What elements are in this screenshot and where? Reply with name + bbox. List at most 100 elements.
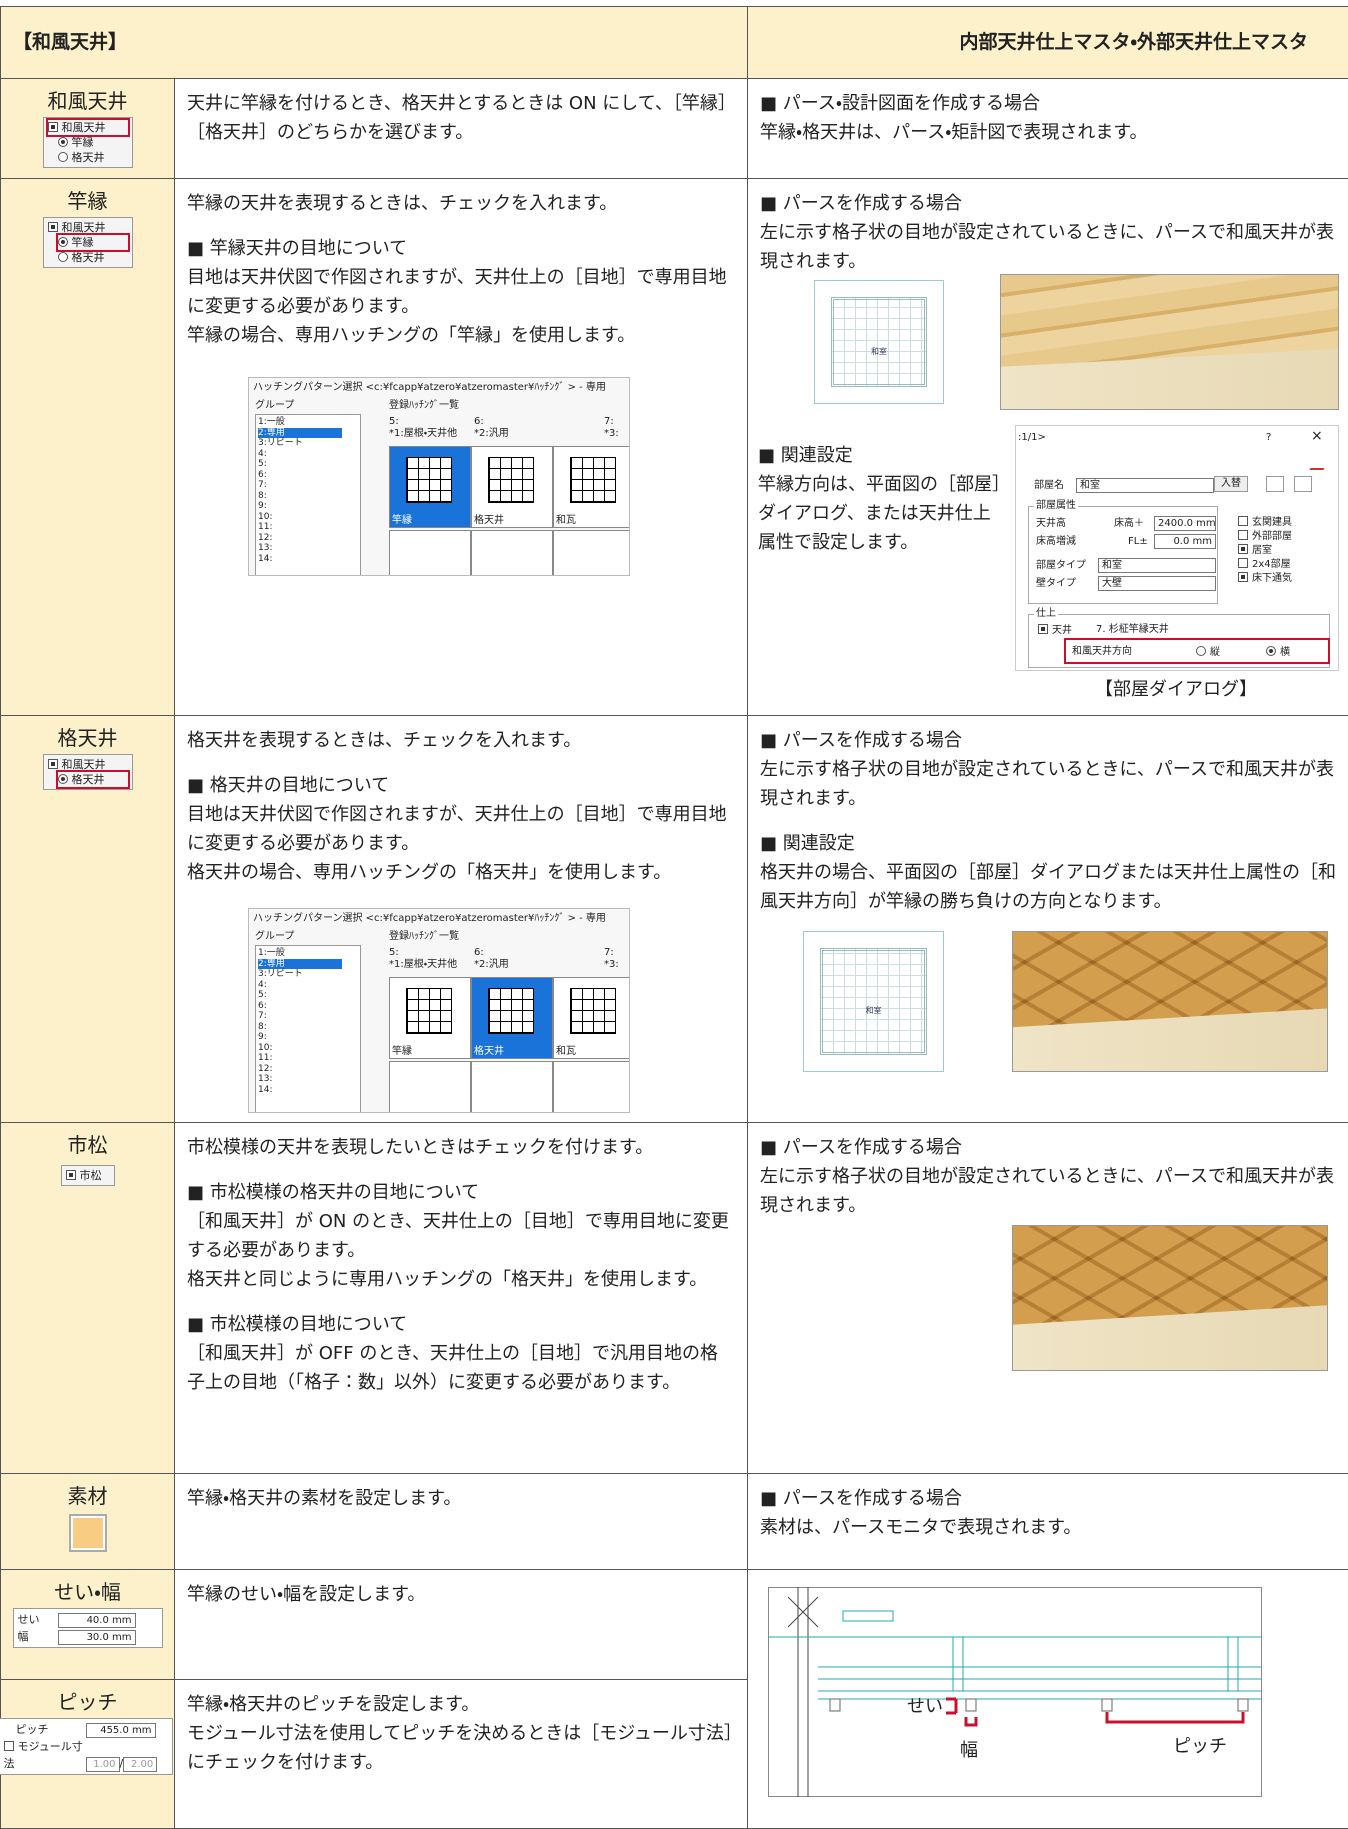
text-line: 左に示す格子状の目地が設定されているときに、パースで和風天井が表現されます。	[760, 222, 1335, 272]
text-blocks: 竿縁の天井を表現するときは、チェックを入れます。 ■ 竿縁天井の目地について 目地は…	[187, 189, 735, 350]
text-blocks: ■ 関連設定竿縁方向は、平面図の［部屋］ダイアログ、または天井仕上属性で設定しま…	[758, 441, 1008, 557]
paragraph: ■ 竿縁天井の目地について 目地は天井伏図で作図されますが、天井仕上の［目地］で専…	[187, 234, 735, 350]
group-item: 8:	[258, 490, 267, 501]
field-input: 2.00	[123, 1757, 158, 1772]
plan-image: 和室	[814, 280, 945, 404]
checkbox: 和風天井	[48, 757, 128, 772]
text-blocks: 竿縁・格天井のピッチを設定します。 モジュール寸法を使用してピッチを決めるときは［…	[187, 1690, 735, 1777]
description-cell: 竿縁のせい・幅を設定します。	[173, 1569, 749, 1680]
description-cell: 天井に竿縁を付けるとき、格天井とするときは ON にして、［竿縁］［格天井］のど…	[173, 78, 749, 179]
group-item: 1:一般	[258, 948, 285, 958]
setting-name: 和風天井	[47, 89, 128, 113]
text-line: 竿縁の天井を表現するときは、チェックを入れます。	[187, 193, 618, 214]
plan-label: 和室	[871, 347, 888, 357]
column-name: *2:汎用	[474, 959, 509, 970]
group-item: 7:	[258, 1011, 267, 1021]
tile-pattern	[488, 457, 534, 503]
dlg-label: 床高＋	[1114, 518, 1145, 529]
group-item: 13:	[258, 1074, 273, 1084]
setting-cell: ピッチ ピッチ 455.0 mm モジュール寸法 1.00/2.00	[0, 1679, 175, 1829]
text-line: 天井に竿縁を付けるとき、格天井とするときは ON にして、［竿縁］［格天井］のど…	[187, 93, 727, 143]
caption: 【部屋ダイアログ】	[1095, 679, 1258, 700]
setting-name: せい・幅	[54, 1580, 121, 1604]
hatch-tile: 和瓦	[553, 977, 629, 1059]
field-input: 40.0 mm	[57, 1613, 136, 1628]
text-line: 格天井の場合、専用ハッチングの「格天井」を使用します。	[187, 862, 672, 883]
dlg-radio: 縦	[1196, 646, 1220, 659]
dlg-label: 天井高	[1036, 518, 1067, 529]
text-line: ■ 関連設定	[758, 445, 853, 466]
field-label: せい	[17, 1613, 40, 1626]
text-blocks: 天井に竿縁を付けるとき、格天井とするときは ON にして、［竿縁］［格天井］のど…	[187, 89, 735, 147]
paragraph: 格天井を表現するときは、チェックを入れます。	[187, 726, 735, 755]
hatch-tile: 格天井	[471, 977, 553, 1059]
text-line: 竿縁方向は、平面図の［部屋］ダイアログ、または天井仕上属性で設定します。	[758, 474, 1002, 553]
section-diagram	[768, 1587, 1263, 1797]
perspective-image	[1012, 1225, 1329, 1371]
paragraph: ■ パース・設計図面を作成する場合竿縁・格天井は、パース・矩計図で表現されます。	[760, 89, 1336, 147]
text-line: 竿縁・格天井のピッチを設定します。	[187, 1694, 480, 1715]
diagram-label: 幅	[960, 1740, 979, 1761]
column-name: *2:汎用	[474, 428, 509, 439]
setting-cell: せい・幅 せい 40.0 mm 幅 30.0 mm	[0, 1569, 175, 1680]
dlg-label: 和風天井方向	[1072, 646, 1133, 657]
paragraph: 竿縁のせい・幅を設定します。	[187, 1580, 735, 1609]
group-item: 4:	[258, 979, 267, 990]
text-line: ■ 市松模様の目地について	[187, 1314, 408, 1335]
paragraph: ■ 格天井の目地について 目地は天井伏図で作図されますが、天井仕上の［目地］で専用…	[187, 771, 735, 887]
checkbox: 和風天井	[45, 118, 130, 137]
tile-label: 和瓦	[556, 1046, 576, 1057]
tile-label: 竿縁	[392, 515, 412, 526]
radio: 格天井	[58, 150, 128, 165]
perspective-image	[1012, 931, 1329, 1072]
field-label: ピッチ	[15, 1723, 49, 1736]
hatch-dialog: ハッチングパターン選択 <c:¥fcapp¥atzero¥atzeromaste…	[248, 908, 630, 1113]
description-cell: 市松模様の天井を表現したいときはチェックを付けます。 ■ 市松模様の格天井の目地に…	[173, 1122, 749, 1474]
description-cell: 格天井を表現するときは、チェックを入れます。 ■ 格天井の目地について 目地は天井伏…	[173, 715, 749, 1123]
tile-pattern	[406, 988, 452, 1034]
hatch-tile: 格天井	[471, 446, 553, 528]
diagram-label: せい	[907, 1696, 944, 1717]
plan-label: 和室	[865, 1005, 882, 1015]
column-head: 6:	[474, 416, 484, 427]
tile-label: 竿縁	[392, 1046, 412, 1057]
text-line: ■ パースを作成する場合	[760, 193, 962, 214]
hatch-tile: 竿縁	[389, 977, 471, 1059]
column-name: *1:屋根・天井他	[389, 959, 458, 970]
text-line: ■ パースを作成する場合	[760, 1488, 962, 1509]
text-line: 左に示す格子状の目地が設定されているときに、パースで和風天井が表現されます。	[760, 1166, 1335, 1216]
group-item: 4:	[258, 448, 267, 459]
hatch-tile: 竿縁	[389, 446, 471, 528]
setting-name: 市松	[67, 1133, 108, 1157]
text-line: 目地は天井伏図で作図されますが、天井仕上の［目地］で専用目地に変更する必要があり…	[187, 804, 727, 854]
column-name: *3:	[604, 959, 619, 970]
dlg-label: 部屋属性	[1034, 500, 1079, 512]
dlg-input: 2400.0 mm	[1154, 516, 1217, 531]
dlg-title: ハッチングパターン選択 <c:¥fcapp¥atzero¥atzeromaste…	[253, 913, 606, 924]
text-line: 竿縁・格天井は、パース・矩計図で表現されます。	[760, 122, 1148, 143]
tile-pattern	[488, 988, 534, 1034]
widget: 和風天井 格天井	[42, 754, 133, 790]
dlg-label: グループ	[255, 931, 295, 942]
group-list: 1:一般 2:専用 3:リピート 4: 5: 6: 7: 8: 9: 10: 11: 12: 13: 14…	[255, 414, 361, 575]
paragraph: ■ 関連設定竿縁方向は、平面図の［部屋］ダイアログ、または天井仕上属性で設定しま…	[758, 441, 1008, 557]
tile-pattern	[406, 457, 452, 503]
setting-cell: 竿縁 和風天井 竿縁 格天井	[0, 178, 175, 716]
dlg-title: ハッチングパターン選択 <c:¥fcapp¥atzero¥atzeromaste…	[253, 382, 606, 393]
dlg-label: 仕上	[1034, 608, 1059, 620]
column-head: 6:	[474, 947, 484, 958]
group-item: 10:	[258, 511, 273, 522]
checkbox: 和風天井	[48, 220, 128, 235]
text-blocks: ■ パースを作成する場合 素材は、パースモニタで表現されます。	[760, 1484, 1336, 1542]
notes-cell: ■ パースを作成する場合 左に示す格子状の目地が設定されているときに、パースで和風…	[747, 715, 1348, 1123]
group-item: 10:	[258, 1042, 273, 1053]
widget: ピッチ 455.0 mm モジュール寸法 1.00/2.00	[0, 1718, 173, 1775]
text-blocks: ■ パースを作成する場合 左に示す格子状の目地が設定されているときに、パースで和風…	[760, 1133, 1336, 1220]
group-item: 7:	[258, 480, 267, 490]
text-line: ■ パース・設計図面を作成する場合	[760, 93, 1040, 114]
dlg-text: :1/1>	[1018, 432, 1046, 443]
notes-cell: ■ パース・設計図面を作成する場合竿縁・格天井は、パース・矩計図で表現されます。	[747, 78, 1348, 179]
widget: せい 40.0 mm 幅 30.0 mm	[12, 1608, 163, 1648]
column-head: 5:	[389, 416, 399, 427]
group-list: 1:一般 2:専用 3:リピート 4: 5: 6: 7: 8: 9: 10: 11: 12: 13: 14…	[255, 945, 361, 1112]
